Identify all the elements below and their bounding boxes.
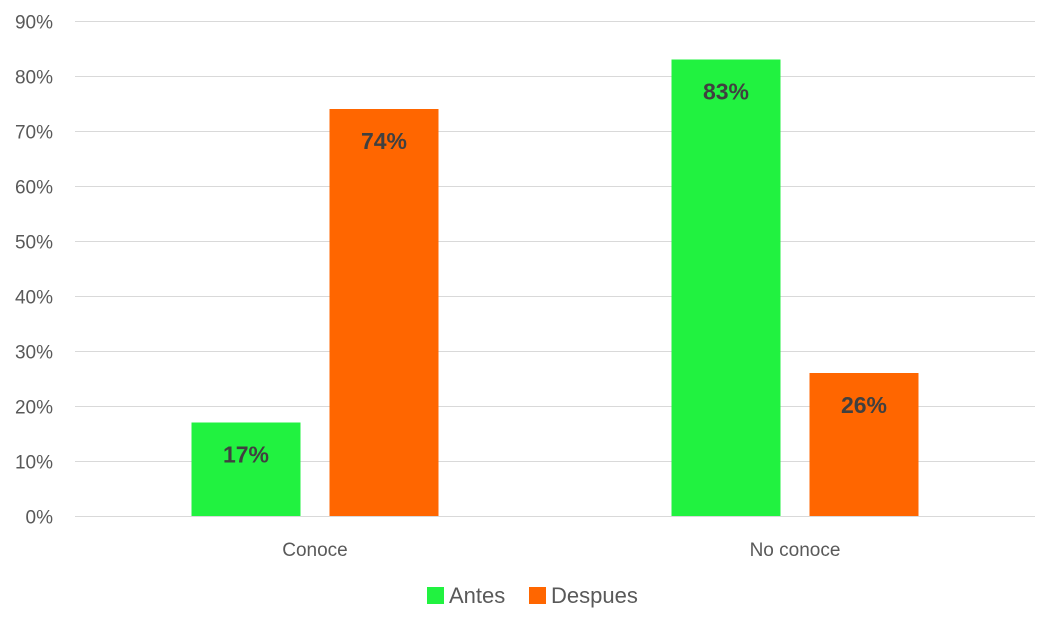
legend-label: Despues xyxy=(551,583,638,608)
y-tick-label: 0% xyxy=(26,508,54,529)
y-tick-label: 40% xyxy=(15,288,53,309)
legend-item-despues: Despues xyxy=(529,583,638,608)
bar-antes-conoce xyxy=(191,422,301,516)
legend-label: Antes xyxy=(449,583,505,608)
legend-swatch xyxy=(427,587,444,604)
x-category-label: No conoce xyxy=(750,540,841,561)
y-axis-ticks: 0% 10% 20% 30% 40% 50% 60% 70% 80% 90% xyxy=(15,13,53,529)
y-tick-label: 10% xyxy=(15,453,53,474)
legend-swatch xyxy=(529,587,546,604)
data-labels: 17% 74% 83% 26% xyxy=(223,79,887,468)
data-label: 74% xyxy=(361,128,407,154)
bars xyxy=(191,59,919,516)
y-tick-label: 80% xyxy=(15,68,53,89)
data-label: 83% xyxy=(703,79,749,105)
y-tick-label: 90% xyxy=(15,13,53,34)
x-axis-categories: Conoce No conoce xyxy=(282,540,840,561)
legend-item-antes: Antes xyxy=(427,583,505,608)
x-category-label: Conoce xyxy=(282,540,348,561)
legend: Antes Despues xyxy=(427,583,638,608)
y-tick-label: 20% xyxy=(15,398,53,419)
bar-despues-conoce xyxy=(329,109,439,516)
y-tick-label: 60% xyxy=(15,178,53,199)
y-tick-label: 70% xyxy=(15,123,53,144)
data-label: 26% xyxy=(841,392,887,418)
bar-antes-no-conoce xyxy=(671,59,781,516)
y-tick-label: 50% xyxy=(15,233,53,254)
y-tick-label: 30% xyxy=(15,343,53,364)
data-label: 17% xyxy=(223,442,269,468)
bar-despues-no-conoce xyxy=(809,373,919,516)
